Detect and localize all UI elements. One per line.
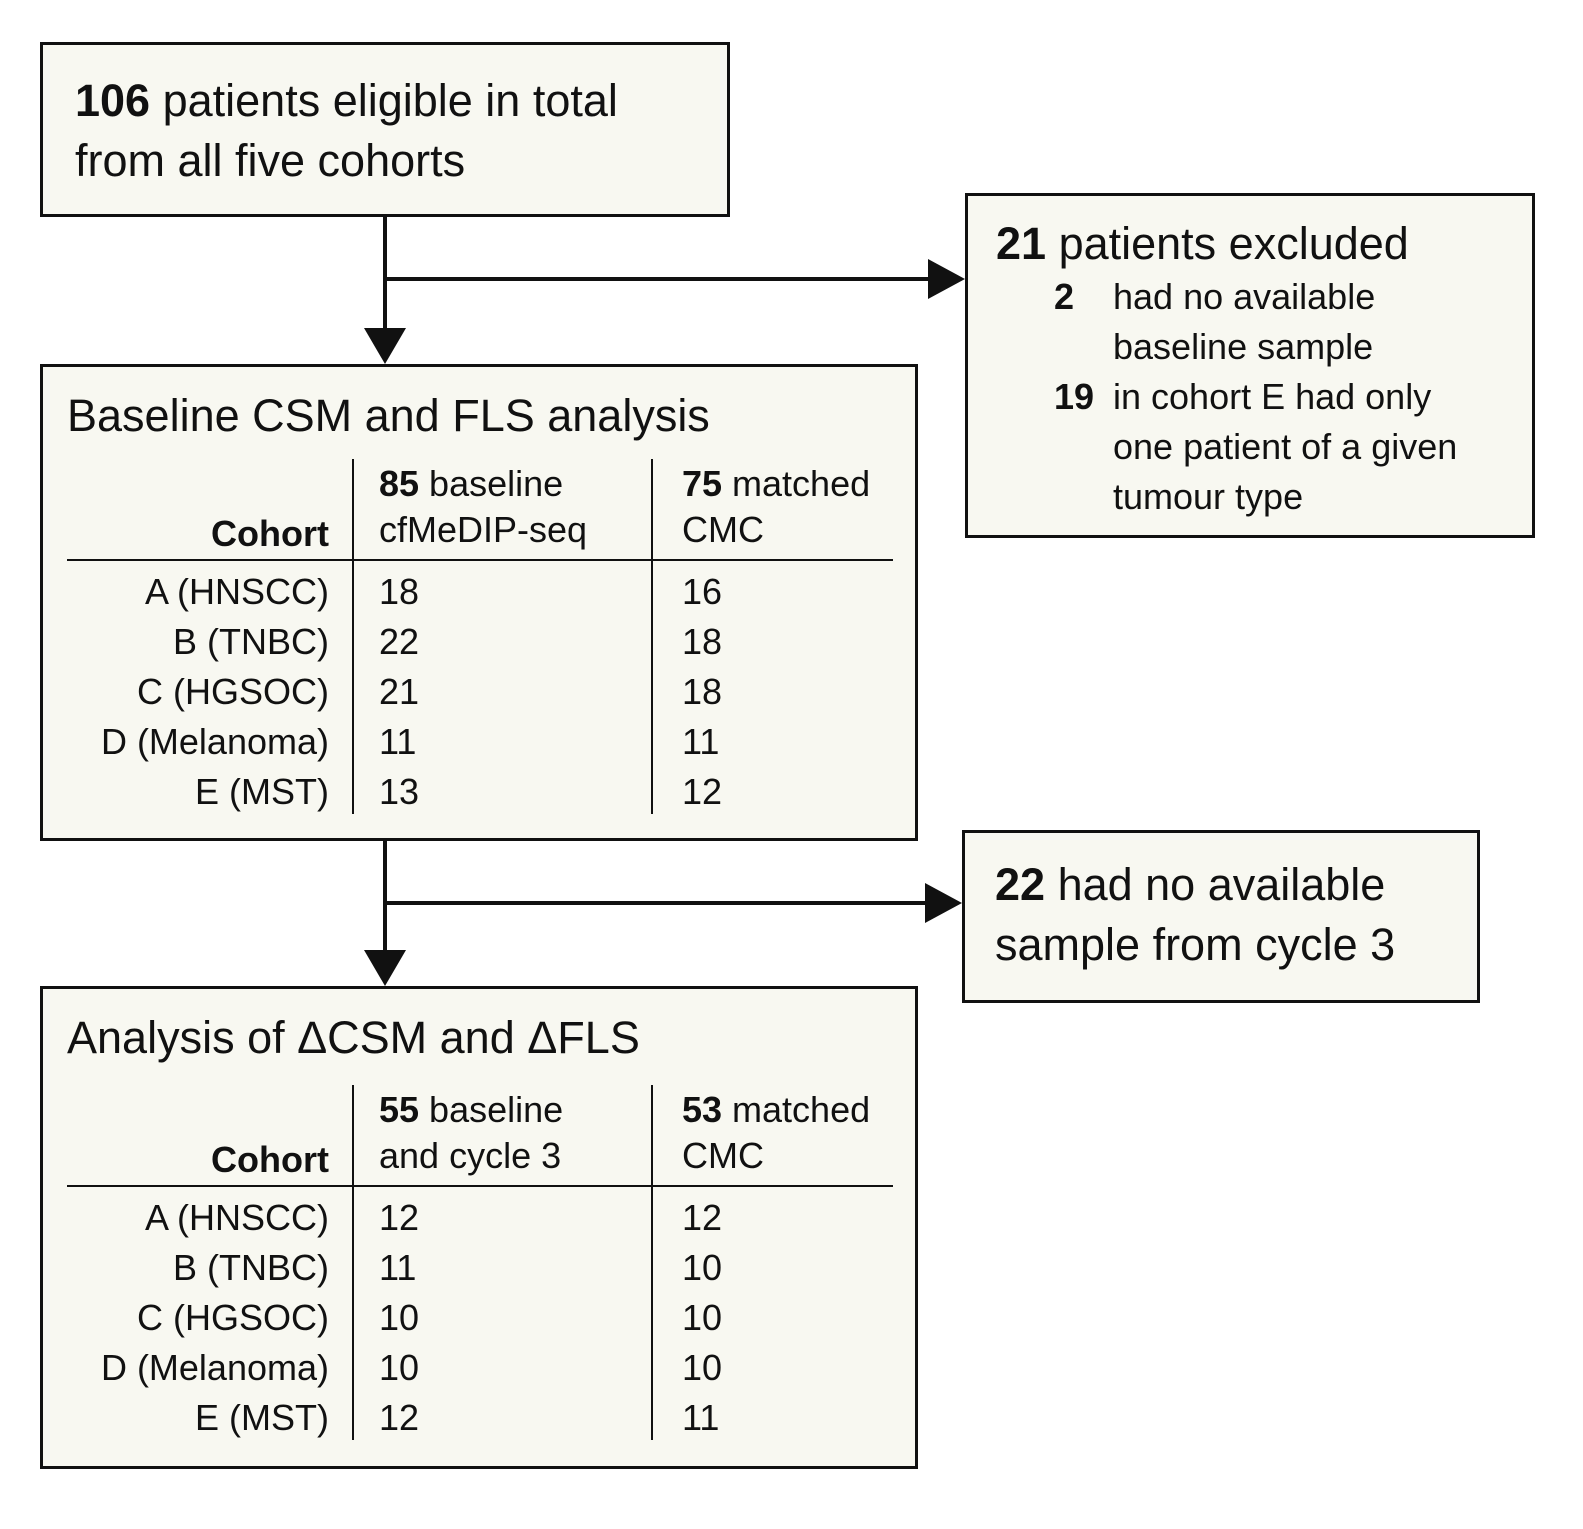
table-row-cohort: E (MST)	[195, 771, 329, 812]
table-row-cohort: C (HGSOC)	[137, 1297, 329, 1338]
column-divider	[352, 1085, 354, 1440]
exclusion-reason-text: in cohort E had only one patient of a gi…	[1113, 372, 1523, 522]
no-cycle3-line1: had no available	[1045, 859, 1386, 910]
excluded-patients-box: 21 patients excluded 2 had no available …	[965, 193, 1535, 538]
col2-header-line1: matched	[722, 1089, 871, 1130]
col2-header: 75 matched	[682, 459, 870, 509]
table-row-cohort: B (TNBC)	[173, 621, 329, 662]
table-row-matched-value: 10	[682, 1297, 723, 1338]
table-row-cohort: A (HNSCC)	[144, 1197, 329, 1238]
table-row-baseline-value: 12	[379, 1397, 420, 1438]
col2-header-line2: CMC	[682, 1135, 764, 1176]
excluded-heading-text: patients excluded	[1046, 218, 1409, 269]
col2-header-line2: CMC	[682, 509, 764, 550]
arrowhead-to-baseline	[364, 328, 406, 364]
table-row-matched-value: 12	[682, 1197, 723, 1238]
baseline-analysis-title: Baseline CSM and FLS analysis	[67, 390, 710, 441]
cohort-header: Cohort	[211, 513, 329, 554]
col1-header: 55 baseline	[379, 1085, 563, 1135]
eligible-line1: patients eligible in total	[150, 75, 618, 126]
arrowhead-to-excluded	[928, 259, 965, 299]
col2-header: 53 matched	[682, 1085, 870, 1135]
col1-count: 55	[379, 1089, 420, 1130]
table-row-matched-value: 18	[682, 671, 723, 712]
column-divider	[651, 459, 653, 814]
table-row-matched-value: 10	[682, 1247, 723, 1288]
table-row-baseline-value: 22	[379, 621, 420, 662]
cohort-header: Cohort	[211, 1139, 329, 1180]
col2-count: 53	[682, 1089, 723, 1130]
col1-header-line1: baseline	[419, 1089, 564, 1130]
exclusion-reason-count: 2	[1054, 276, 1075, 317]
exclusion-reason-line: baseline sample	[1113, 326, 1374, 367]
arrowhead-to-delta	[364, 950, 406, 986]
table-row-cohort: B (TNBC)	[173, 1247, 329, 1288]
excluded-heading: 21 patients excluded	[996, 216, 1409, 272]
table-row-cohort: D (Melanoma)	[100, 1347, 329, 1388]
header-rule	[67, 1185, 893, 1187]
eligible-patients-text: 106 patients eligible in total from all …	[75, 71, 618, 191]
eligible-count: 106	[75, 75, 151, 126]
column-divider	[651, 1085, 653, 1440]
no-cycle3-count: 22	[995, 859, 1046, 910]
table-row-baseline-value: 12	[379, 1197, 420, 1238]
table-row-matched-value: 11	[682, 721, 720, 762]
col1-header: 85 baseline	[379, 459, 563, 509]
no-cycle3-text: 22 had no available sample from cycle 3	[995, 855, 1395, 975]
table-row-baseline-value: 11	[379, 721, 417, 762]
table-row-baseline-value: 18	[379, 571, 420, 612]
exclusion-reason-line: tumour type	[1113, 476, 1304, 517]
table-row-baseline-value: 13	[379, 771, 420, 812]
table-row-matched-value: 10	[682, 1347, 723, 1388]
column-divider	[352, 459, 354, 814]
table-row-cohort: D (Melanoma)	[100, 721, 329, 762]
no-cycle3-sample-box: 22 had no available sample from cycle 3	[962, 830, 1480, 1003]
col1-count: 85	[379, 463, 420, 504]
eligible-line2: from all five cohorts	[75, 135, 466, 186]
arrowhead-to-cycle3	[925, 883, 962, 923]
table-row-cohort: C (HGSOC)	[137, 671, 329, 712]
col2-count: 75	[682, 463, 723, 504]
eligible-patients-box: 106 patients eligible in total from all …	[40, 42, 730, 217]
table-row-cohort: A (HNSCC)	[144, 571, 329, 612]
exclusion-reason-line: in cohort E had only	[1113, 376, 1432, 417]
table-row-baseline-value: 21	[379, 671, 420, 712]
table-row-matched-value: 18	[682, 621, 723, 662]
exclusion-reason-count: 19	[1054, 376, 1095, 417]
exclusion-reason-line: one patient of a given	[1113, 426, 1458, 467]
excluded-count: 21	[996, 218, 1047, 269]
col2-header-line1: matched	[722, 463, 871, 504]
table-row-matched-value: 11	[682, 1397, 720, 1438]
col1-header-line2: cfMeDIP-seq	[379, 509, 588, 550]
delta-table: Cohort 55 baseline and cycle 3 53 matche…	[67, 1085, 893, 1440]
table-row-cohort: E (MST)	[195, 1397, 329, 1438]
baseline-analysis-box: Baseline CSM and FLS analysis Cohort 85 …	[40, 364, 918, 841]
table-row-baseline-value: 11	[379, 1247, 417, 1288]
header-rule	[67, 559, 893, 561]
col1-header-line2: and cycle 3	[379, 1135, 562, 1176]
table-row-baseline-value: 10	[379, 1297, 420, 1338]
exclusion-reason-text: had no available baseline sample	[1113, 272, 1523, 372]
table-row-matched-value: 16	[682, 571, 723, 612]
col1-header-line1: baseline	[419, 463, 564, 504]
no-cycle3-line2: sample from cycle 3	[995, 919, 1396, 970]
delta-analysis-title: Analysis of ΔCSM and ΔFLS	[67, 1012, 640, 1063]
baseline-table: Cohort 85 baseline cfMeDIP-seq 75 matche…	[67, 459, 893, 814]
table-row-baseline-value: 10	[379, 1347, 420, 1388]
table-row-matched-value: 12	[682, 771, 723, 812]
exclusion-reason-line: had no available	[1113, 276, 1376, 317]
delta-analysis-box: Analysis of ΔCSM and ΔFLS Cohort 55 base…	[40, 986, 918, 1469]
